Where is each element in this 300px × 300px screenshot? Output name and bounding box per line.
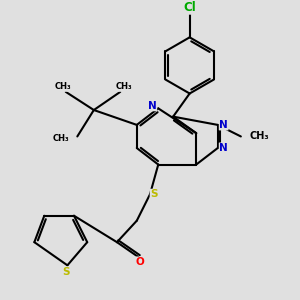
Text: Cl: Cl <box>183 1 196 14</box>
Text: S: S <box>150 189 158 199</box>
Text: N: N <box>219 143 228 153</box>
Text: N: N <box>219 120 228 130</box>
Text: N: N <box>148 101 157 111</box>
Text: CH₃: CH₃ <box>115 82 132 91</box>
Text: CH₃: CH₃ <box>54 82 71 91</box>
Text: O: O <box>136 257 145 267</box>
Text: CH₃: CH₃ <box>249 131 269 142</box>
Text: S: S <box>62 267 70 277</box>
Text: CH₃: CH₃ <box>52 134 69 142</box>
